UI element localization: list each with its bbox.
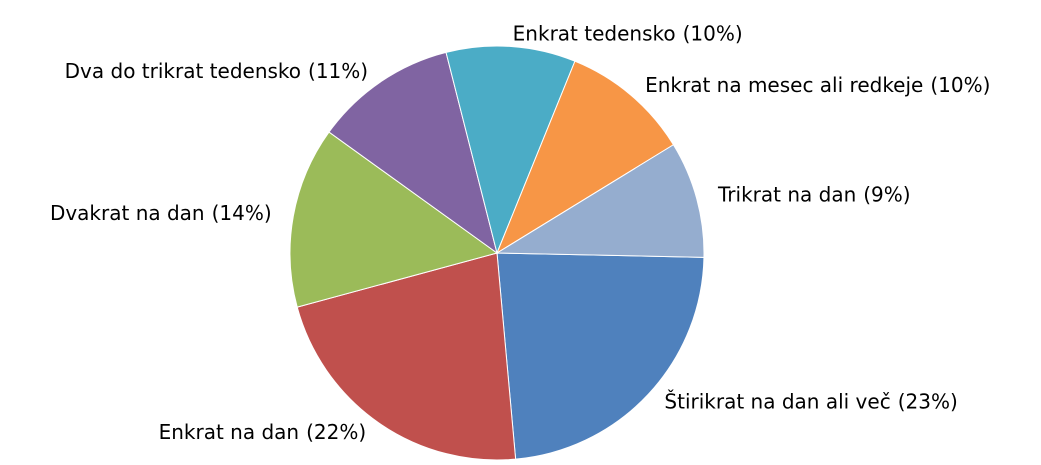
pie-slice <box>495 144 705 258</box>
pie-slice <box>495 60 675 255</box>
slice-percent: (11%) <box>308 58 368 82</box>
slice-label: Enkrat na dan (22%) <box>159 419 367 443</box>
slice-percent: (23%) <box>898 389 958 413</box>
pie-slice <box>496 252 705 460</box>
slice-percent: (10%) <box>930 72 990 96</box>
slice-category: Štirikrat na dan ali več <box>664 389 890 413</box>
slice-category: Enkrat tedensko <box>513 21 676 45</box>
slice-category: Dva do trikrat tedensko <box>65 58 301 82</box>
slice-label: Enkrat tedensko (10%) <box>513 21 743 45</box>
pie-slice <box>445 45 576 255</box>
pie-slice <box>296 252 517 461</box>
slice-category: Enkrat na dan <box>159 419 300 443</box>
slice-label: Trikrat na dan (9%) <box>717 182 911 206</box>
slice-percent: (9%) <box>863 182 910 206</box>
pie-slice <box>328 51 498 255</box>
slice-category: Enkrat na mesec ali redkeje <box>645 72 923 96</box>
slice-label: Dva do trikrat tedensko (11%) <box>65 58 368 82</box>
slice-label: Enkrat na mesec ali redkeje (10%) <box>645 72 990 96</box>
slice-percent: (14%) <box>212 200 272 224</box>
slice-category: Trikrat na dan <box>717 182 856 206</box>
slice-category: Dvakrat na dan <box>50 200 205 224</box>
slice-percent: (22%) <box>306 419 366 443</box>
slice-percent: (10%) <box>683 21 743 45</box>
slice-label: Štirikrat na dan ali več (23%) <box>664 389 957 413</box>
slice-label: Dvakrat na dan (14%) <box>50 200 272 224</box>
pie-slice <box>289 131 499 308</box>
